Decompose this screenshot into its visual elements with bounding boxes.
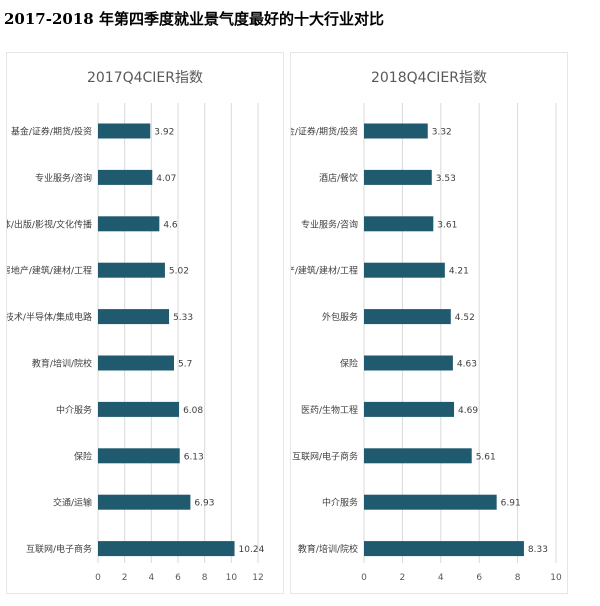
category-label: 基金/证券/期货/投资 xyxy=(11,126,92,138)
category-label: 专业服务/咨询 xyxy=(301,218,358,230)
x-tick-label: 6 xyxy=(175,573,181,583)
x-tick-label: 8 xyxy=(515,573,521,583)
bar xyxy=(98,309,170,325)
chart-title-2017: 2017Q4CIER指数 xyxy=(86,70,204,86)
data-label: 4.21 xyxy=(449,267,469,277)
data-label: 3.92 xyxy=(154,128,174,138)
page-title: 2017-2018 年第四季度就业景气度最好的十大行业对比 xyxy=(4,10,384,28)
x-tick-label: 0 xyxy=(361,573,367,583)
category-label: 互联网/电子商务 xyxy=(292,450,358,462)
data-label: 6.91 xyxy=(501,499,521,509)
x-tick-label: 10 xyxy=(550,573,562,583)
category-label: 中介服务 xyxy=(322,497,358,509)
x-tick-label: 10 xyxy=(226,573,238,583)
data-label: 4.07 xyxy=(156,174,176,184)
bar xyxy=(364,216,434,232)
category-label: 专业服务/咨询 xyxy=(35,172,92,184)
x-tick-label: 8 xyxy=(202,573,208,583)
x-tick-label: 6 xyxy=(476,573,482,583)
data-label: 3.61 xyxy=(437,220,457,230)
bar-chart-2018: 0 2 4 6 8 10 基金/证券/期货/投资 3.32 酒店/餐饮 3.53 专业服务/咨询 3.… xyxy=(291,103,562,583)
data-label: 4.52 xyxy=(455,313,475,323)
x-tick-label: 2 xyxy=(122,573,128,583)
data-label: 5.33 xyxy=(173,313,193,323)
bar xyxy=(364,355,453,371)
category-label: 保险 xyxy=(74,450,92,462)
bar xyxy=(98,262,165,278)
data-label: 5.61 xyxy=(476,452,496,462)
bar xyxy=(364,123,428,139)
category-label: 医药/生物工程 xyxy=(301,404,358,416)
category-label: 酒店/餐饮 xyxy=(319,172,358,184)
data-label: 3.32 xyxy=(432,128,452,138)
category-label: 房地产/建筑/建材/工程 xyxy=(291,265,358,277)
category-label: 媒体/出版/影视/文化传播 xyxy=(7,218,92,230)
category-label: 中介服务 xyxy=(56,404,92,416)
bar xyxy=(98,169,153,185)
bar xyxy=(98,401,180,417)
category-label: 教育/培训/院校 xyxy=(32,358,92,370)
category-label: 保险 xyxy=(340,358,358,370)
bar xyxy=(364,448,472,464)
data-label: 5.7 xyxy=(178,360,192,370)
x-tick-label: 2 xyxy=(400,573,406,583)
data-label: 4.69 xyxy=(458,406,478,416)
x-tick-label: 4 xyxy=(438,573,444,583)
category-label: 互联网/电子商务 xyxy=(26,543,92,555)
category-label: 电子技术/半导体/集成电路 xyxy=(7,311,92,323)
bar xyxy=(364,169,432,185)
data-label: 6.08 xyxy=(183,406,203,416)
data-label: 4.6 xyxy=(163,220,178,230)
x-tick-label: 4 xyxy=(148,573,154,583)
x-tick-label: 0 xyxy=(95,573,101,583)
category-label: 外包服务 xyxy=(322,311,358,323)
bar xyxy=(98,494,191,510)
data-label: 3.53 xyxy=(436,174,456,184)
bar xyxy=(98,123,151,139)
chart-panel-2018: 2018Q4CIER指数 0 2 4 6 8 10 基金/证券/期货/投资 3.32 酒店/餐饮… xyxy=(290,52,568,594)
bar xyxy=(98,216,160,232)
bar-chart-2017: 0 2 4 6 8 10 12 基金/证券/期货/投资 3.92 专业服务/咨询 4.07 媒体/出版… xyxy=(7,103,265,583)
data-label: 6.93 xyxy=(194,499,214,509)
category-label: 房地产/建筑/建材/工程 xyxy=(7,265,92,277)
bar xyxy=(98,541,235,557)
bar xyxy=(364,262,445,278)
category-label: 基金/证券/期货/投资 xyxy=(291,126,358,138)
data-label: 5.02 xyxy=(169,267,189,277)
bar xyxy=(98,355,174,371)
bar xyxy=(98,448,180,464)
bar xyxy=(364,401,455,417)
category-label: 教育/培训/院校 xyxy=(298,543,358,555)
chart-panel-2017: 2017Q4CIER指数 0 2 4 6 8 10 12 基金/证券/期货/投资 3.92 专业服… xyxy=(6,52,284,594)
category-label: 交通/运输 xyxy=(53,497,92,509)
data-label: 4.63 xyxy=(457,360,477,370)
bar xyxy=(364,309,451,325)
data-label: 8.33 xyxy=(528,545,548,555)
chart-title-2018: 2018Q4CIER指数 xyxy=(370,70,488,86)
bar xyxy=(364,541,524,557)
x-tick-label: 12 xyxy=(252,573,263,583)
data-label: 10.24 xyxy=(239,545,265,555)
data-label: 6.13 xyxy=(184,452,204,462)
bar xyxy=(364,494,497,510)
